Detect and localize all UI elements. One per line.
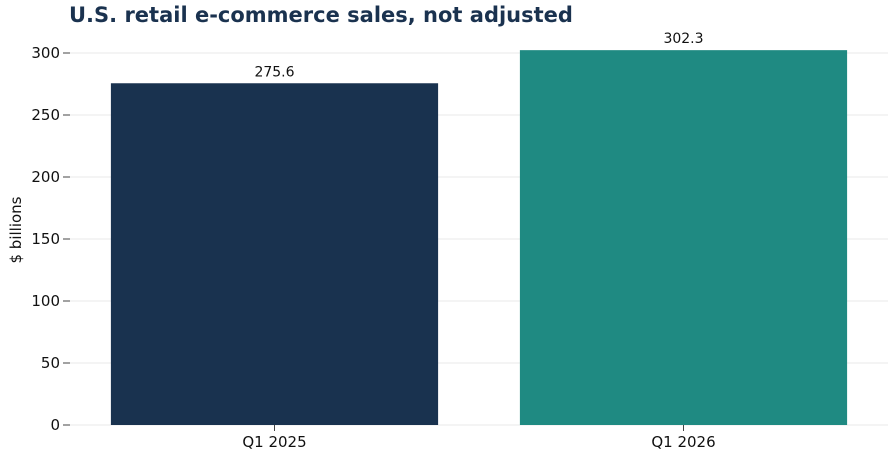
bars <box>110 50 848 426</box>
y-tick-label: 250 <box>31 106 60 124</box>
axes: 0 50 100 150 200 250 300 Q1 2025 Q1 2026 <box>31 44 715 451</box>
y-tick-label: 200 <box>31 168 60 186</box>
y-tick-label: 100 <box>31 292 60 310</box>
data-label: 302.3 <box>663 31 703 47</box>
bar <box>519 50 848 425</box>
chart-title: U.S. retail e-commerce sales, not adjust… <box>69 3 573 27</box>
y-tick-label: 150 <box>31 230 60 248</box>
bar <box>110 83 439 426</box>
data-labels: 275.6 302.3 <box>254 31 703 80</box>
y-tick-label: 50 <box>41 354 60 372</box>
y-axis-title: $ billions <box>7 196 25 263</box>
y-tick-label: 300 <box>31 44 60 62</box>
x-tick-label: Q1 2026 <box>651 433 715 451</box>
data-label: 275.6 <box>254 64 294 80</box>
y-tick-label: 0 <box>50 416 60 434</box>
x-tick-label: Q1 2025 <box>242 433 306 451</box>
